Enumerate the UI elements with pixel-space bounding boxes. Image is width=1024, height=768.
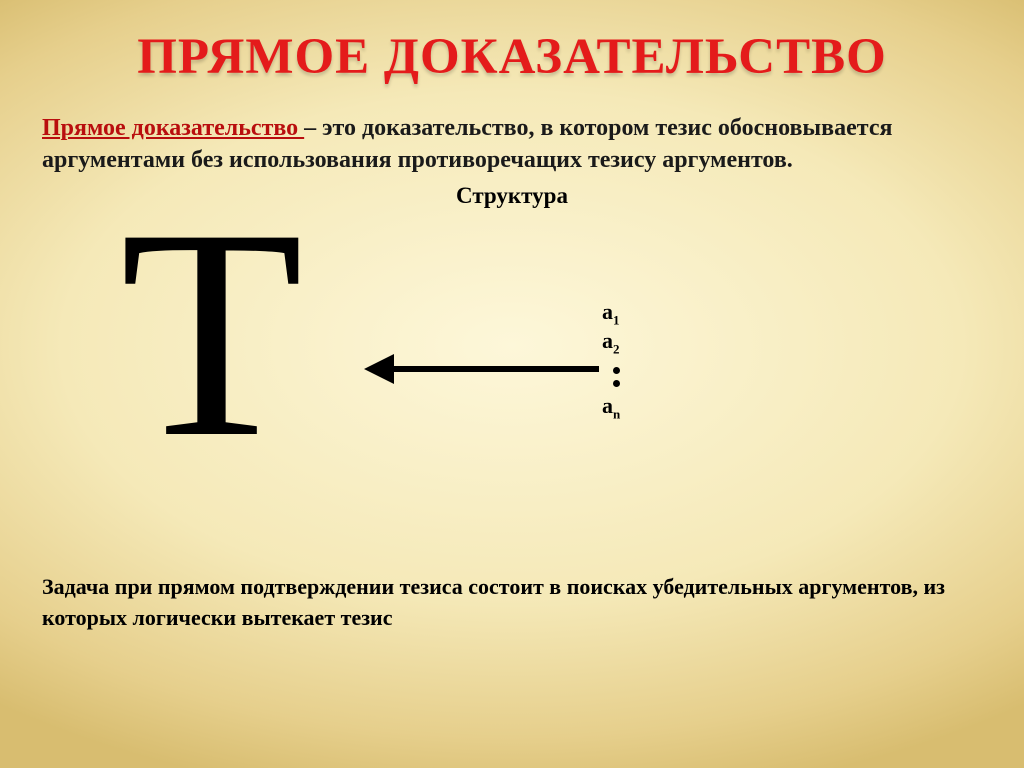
arg-letter: a [602,299,613,324]
argument-list: a1 a2 an [602,299,630,422]
definition-term: Прямое доказательство [42,115,304,141]
page-title: ПРЯМОЕ ДОКАЗАТЕЛЬСТВО [42,28,982,86]
arg-a2: a2 [602,328,630,357]
definition-dash: – [304,115,322,141]
arg-sub-1: 1 [613,312,620,327]
thesis-letter: Т [120,183,303,483]
diagram: Т a1 a2 an [42,217,982,517]
task-paragraph: Задача при прямом подтверждении тезиса с… [42,572,982,634]
arg-letter: a [602,393,613,418]
arg-a1: a1 [602,299,630,328]
arg-letter: a [602,328,613,353]
arg-an: an [602,393,630,422]
arg-sub-n: n [613,406,620,421]
arrow-icon [364,349,604,394]
arg-sub-2: 2 [613,341,620,356]
dot-icon [613,367,620,374]
ellipsis-icon [602,367,630,387]
dot-icon [613,380,620,387]
slide: ПРЯМОЕ ДОКАЗАТЕЛЬСТВО Прямое доказательс… [0,0,1024,768]
